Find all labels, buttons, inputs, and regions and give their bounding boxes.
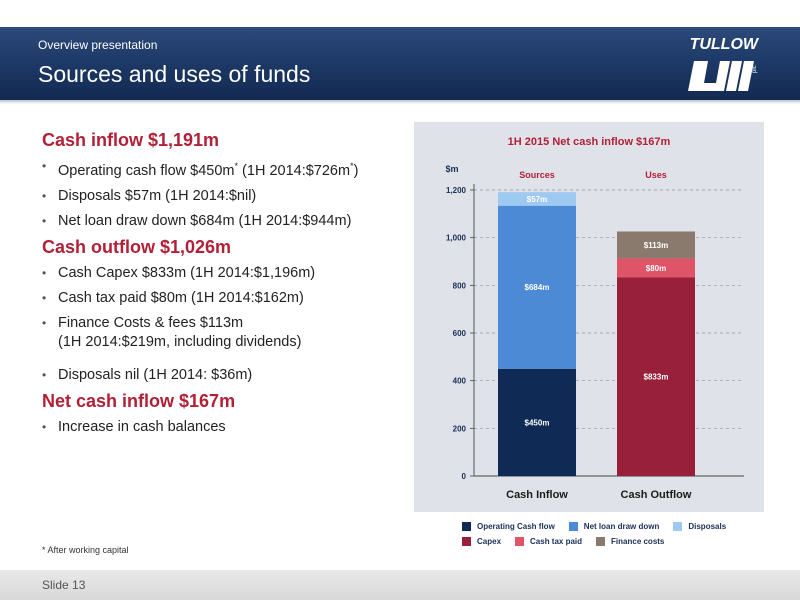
group-label: Sources — [519, 170, 555, 180]
legend-swatch — [462, 537, 471, 546]
y-tick-label: 800 — [453, 281, 467, 290]
chart-panel: 1H 2015 Net cash inflow $167m $m 0 200 400 60… — [414, 122, 764, 512]
legend-item: Finance costs — [596, 537, 664, 546]
bar-segment-net-loan-draw-down — [498, 205, 576, 369]
legend-item: Capex — [462, 537, 501, 546]
data-label: $80m — [646, 264, 666, 273]
bar-segment-operating-cash-flow — [498, 368, 576, 476]
bar-segment-cash-tax-paid — [617, 258, 695, 278]
legend-item: Cash tax paid — [515, 537, 582, 546]
data-label: $450m — [525, 418, 550, 427]
y-tick-label: 1,000 — [446, 234, 467, 243]
data-label: $684m — [525, 283, 550, 292]
legend-label: Finance costs — [611, 537, 665, 546]
legend-label: Operating Cash flow — [477, 522, 555, 531]
bullet-cash-capex: Cash Capex $833m (1H 2014:$1,196m) — [42, 264, 402, 283]
text-panel: Cash inflow $1,191m Operating cash flow … — [42, 130, 402, 443]
header-shadow — [0, 100, 800, 104]
heading-cash-inflow: Cash inflow $1,191m — [42, 130, 220, 150]
footnote: * After working capital — [42, 545, 129, 555]
bullet-operating-cash-flow: Operating cash flow $450m* (1H 2014:$726… — [42, 157, 402, 181]
bar-segment-disposals — [498, 192, 576, 206]
cash-outflow-list: Cash Capex $833m (1H 2014:$1,196m) Cash … — [42, 264, 402, 385]
bullet-disposals: Disposals $57m (1H 2014:$nil) — [42, 187, 402, 206]
legend-swatch — [515, 537, 525, 546]
bullet-net-loan: Net loan draw down $684m (1H 2014:$944m) — [42, 212, 402, 231]
legend-item: Operating Cash flow — [462, 522, 555, 531]
logo-text: TULLOW — [690, 36, 760, 53]
header-supertitle: Overview presentation — [38, 38, 158, 52]
y-axis-label: $m — [445, 164, 458, 174]
legend-label: Cash tax paid — [530, 537, 583, 546]
data-label: $833m — [644, 373, 669, 382]
tullow-logo: TULLOW plc — [688, 36, 760, 91]
legend-row: Capex Cash tax paid Finance costs — [462, 537, 762, 546]
heading-cash-outflow: Cash outflow $1,026m — [42, 236, 232, 257]
legend-swatch — [462, 522, 471, 531]
bullet-cash-tax: Cash tax paid $80m (1H 2014:$162m) — [42, 289, 402, 308]
legend-label: Disposals — [688, 522, 727, 531]
x-tick-label: Cash Inflow — [506, 489, 568, 501]
legend-swatch — [673, 522, 683, 531]
data-label: $113m — [644, 241, 668, 250]
group-label: Uses — [645, 170, 667, 180]
stacked-bar-chart: 1H 2015 Net cash inflow $167m $m 0 200 400 60… — [445, 136, 744, 501]
bullet-increase-cash: Increase in cash balances — [42, 418, 402, 437]
bullet-disposals-nil: Disposals nil (1H 2014: $36m) — [42, 366, 402, 385]
header-bar: Overview presentation Sources and uses o… — [0, 27, 800, 100]
x-tick-label: Cash Outflow — [621, 489, 692, 501]
legend-item: Disposals — [673, 522, 726, 531]
data-label: $57m — [527, 195, 547, 204]
bar-segment-finance-costs — [617, 231, 695, 259]
heading-net-cash-inflow: Net cash inflow $167m — [42, 390, 236, 411]
legend-swatch — [596, 537, 606, 546]
legend-row: Operating Cash flow Net loan draw down Dis… — [462, 522, 762, 531]
legend-swatch — [568, 522, 578, 531]
legend-item: Net loan draw down — [568, 522, 660, 531]
page-title: Sources and uses of funds — [38, 61, 311, 87]
chart-legend: Operating Cash flow Net loan draw down Dis… — [462, 522, 762, 552]
slide-number: Slide 13 — [42, 578, 86, 592]
y-tick-label: 400 — [453, 377, 467, 386]
net-cash-list: Increase in cash balances — [42, 418, 402, 437]
logo-sub: plc — [752, 65, 758, 73]
y-tick-label: 1,200 — [446, 186, 467, 195]
footer-bar: Slide 13 — [0, 570, 800, 600]
y-tick-label: 600 — [453, 329, 467, 338]
bar-segment-capex — [617, 277, 695, 476]
legend-label: Capex — [477, 537, 502, 546]
chart-title: 1H 2015 Net cash inflow $167m — [508, 136, 671, 148]
y-tick-label: 0 — [462, 472, 467, 481]
cash-inflow-list: Operating cash flow $450m* (1H 2014:$726… — [42, 157, 402, 231]
bullet-finance-costs: Finance Costs & fees $113m(1H 2014:$219m… — [42, 314, 402, 352]
y-tick-label: 200 — [453, 424, 467, 433]
legend-label: Net loan draw down — [583, 522, 660, 531]
